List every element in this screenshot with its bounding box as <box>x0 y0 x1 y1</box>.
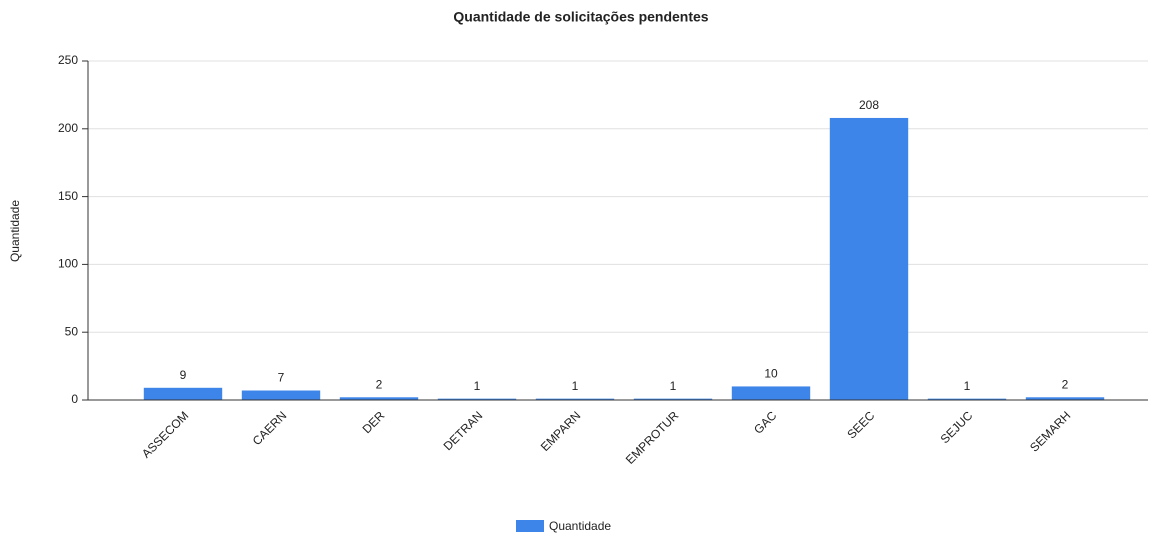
bar <box>633 398 713 400</box>
value-label: 2 <box>1062 377 1069 391</box>
legend-label: Quantidade <box>549 519 611 533</box>
bar <box>437 398 517 400</box>
bar <box>927 398 1007 400</box>
value-label: 1 <box>572 379 579 393</box>
bar <box>1025 397 1105 400</box>
value-label: 9 <box>180 368 187 382</box>
x-tick-label: CAERN <box>250 408 290 448</box>
x-tick-label: DER <box>360 408 388 436</box>
bar <box>143 387 223 400</box>
value-label: 2 <box>376 377 383 391</box>
bar <box>339 397 419 400</box>
y-tick-label: 100 <box>58 257 78 271</box>
x-tick-label: EMPARN <box>538 408 584 454</box>
value-label: 208 <box>859 98 879 112</box>
value-label: 1 <box>964 379 971 393</box>
value-label: 7 <box>278 371 285 385</box>
x-tick-label: EMPROTUR <box>623 408 682 467</box>
bar <box>535 398 615 400</box>
y-tick-label: 250 <box>58 53 78 67</box>
legend-swatch <box>516 520 544 532</box>
value-label: 1 <box>474 379 481 393</box>
bar <box>829 117 909 401</box>
bar <box>731 386 811 400</box>
x-tick-label: SEJUC <box>938 408 976 446</box>
x-tick-label: SEMARH <box>1027 408 1073 454</box>
y-tick-label: 150 <box>58 189 78 203</box>
value-label: 10 <box>764 367 778 381</box>
x-tick-label: SEEC <box>844 408 877 441</box>
y-tick-label: 50 <box>65 324 79 338</box>
y-tick-label: 0 <box>71 392 78 406</box>
x-tick-label: DETRAN <box>441 408 486 453</box>
x-tick-label: ASSECOM <box>139 408 191 460</box>
value-label: 1 <box>670 379 677 393</box>
chart-title: Quantidade de solicitações pendentes <box>453 9 708 25</box>
bar <box>241 390 321 400</box>
y-axis-label: Quantidade <box>8 200 22 262</box>
y-tick-label: 200 <box>58 121 78 135</box>
x-tick-label: GAC <box>751 408 780 437</box>
